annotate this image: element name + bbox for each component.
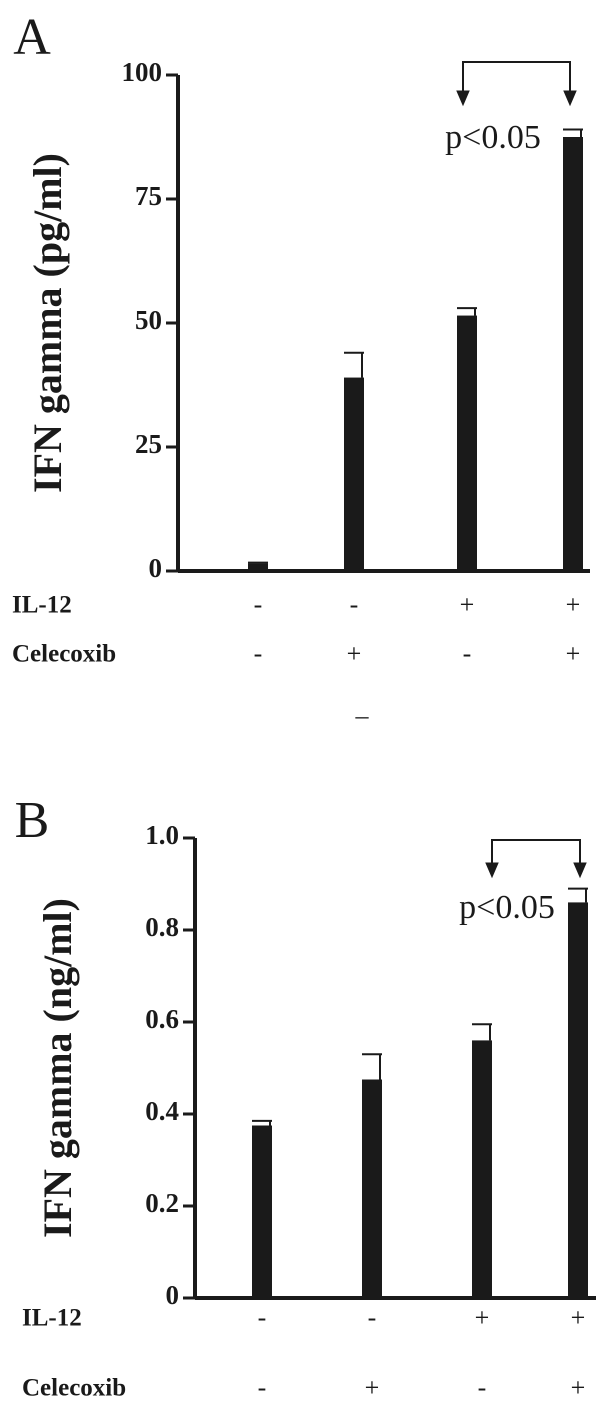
- y-tick-label: 0.4: [145, 1096, 179, 1126]
- y-tick-label: 100: [122, 57, 163, 87]
- bar: [568, 902, 588, 1298]
- bracket-arrow: [573, 862, 587, 879]
- condition-sign: +: [475, 1303, 490, 1332]
- y-tick-label: 1.0: [145, 820, 179, 850]
- panel-label: A: [13, 9, 51, 66]
- y-tick-label: 0.2: [145, 1188, 179, 1218]
- annotation: p<0.05: [459, 889, 555, 926]
- condition-sign: -: [258, 1373, 267, 1402]
- bracket-arrow: [456, 90, 470, 107]
- bracket-arrow: [563, 90, 577, 107]
- y-tick-label: 25: [135, 429, 162, 459]
- y-tick-label: 75: [135, 181, 162, 211]
- condition-sign: +: [347, 639, 362, 668]
- condition-sign: -: [368, 1303, 377, 1332]
- bar: [248, 563, 268, 571]
- y-tick-label: 0.8: [145, 912, 179, 942]
- condition-label: IL-12: [22, 1305, 82, 1332]
- y-tick-label: 0.6: [145, 1004, 179, 1034]
- note: –: [355, 701, 370, 730]
- significance-bracket: [462, 61, 571, 95]
- y-tick-label: 50: [135, 305, 162, 335]
- condition-sign: -: [478, 1373, 487, 1402]
- y-tick-label: 0: [166, 1280, 180, 1310]
- condition-label: Celecoxib: [22, 1375, 126, 1402]
- bracket-arrow: [485, 862, 499, 879]
- condition-sign: +: [566, 639, 581, 668]
- condition-sign: -: [258, 1303, 267, 1332]
- bar: [252, 1125, 272, 1298]
- condition-sign: -: [254, 590, 263, 619]
- bar: [344, 377, 364, 571]
- annotation: p<0.05: [445, 119, 541, 156]
- bar: [362, 1079, 382, 1298]
- condition-label: Celecoxib: [12, 641, 116, 668]
- bar: [457, 315, 477, 571]
- panel-label: B: [15, 792, 50, 849]
- condition-sign: +: [571, 1303, 586, 1332]
- condition-sign: +: [571, 1373, 586, 1402]
- condition-sign: -: [254, 639, 263, 668]
- condition-sign: -: [350, 590, 359, 619]
- condition-sign: +: [566, 590, 581, 619]
- significance-bracket: [491, 839, 581, 867]
- condition-label: IL-12: [12, 592, 72, 619]
- condition-sign: -: [463, 639, 472, 668]
- bar: [563, 137, 583, 571]
- condition-sign: +: [460, 590, 475, 619]
- y-tick-label: 0: [149, 553, 163, 583]
- condition-sign: +: [365, 1373, 380, 1402]
- y-axis-label: IFN gamma (ng/ml): [35, 898, 80, 1238]
- y-axis-label: IFN gamma (pg/ml): [25, 153, 70, 493]
- bar: [472, 1040, 492, 1298]
